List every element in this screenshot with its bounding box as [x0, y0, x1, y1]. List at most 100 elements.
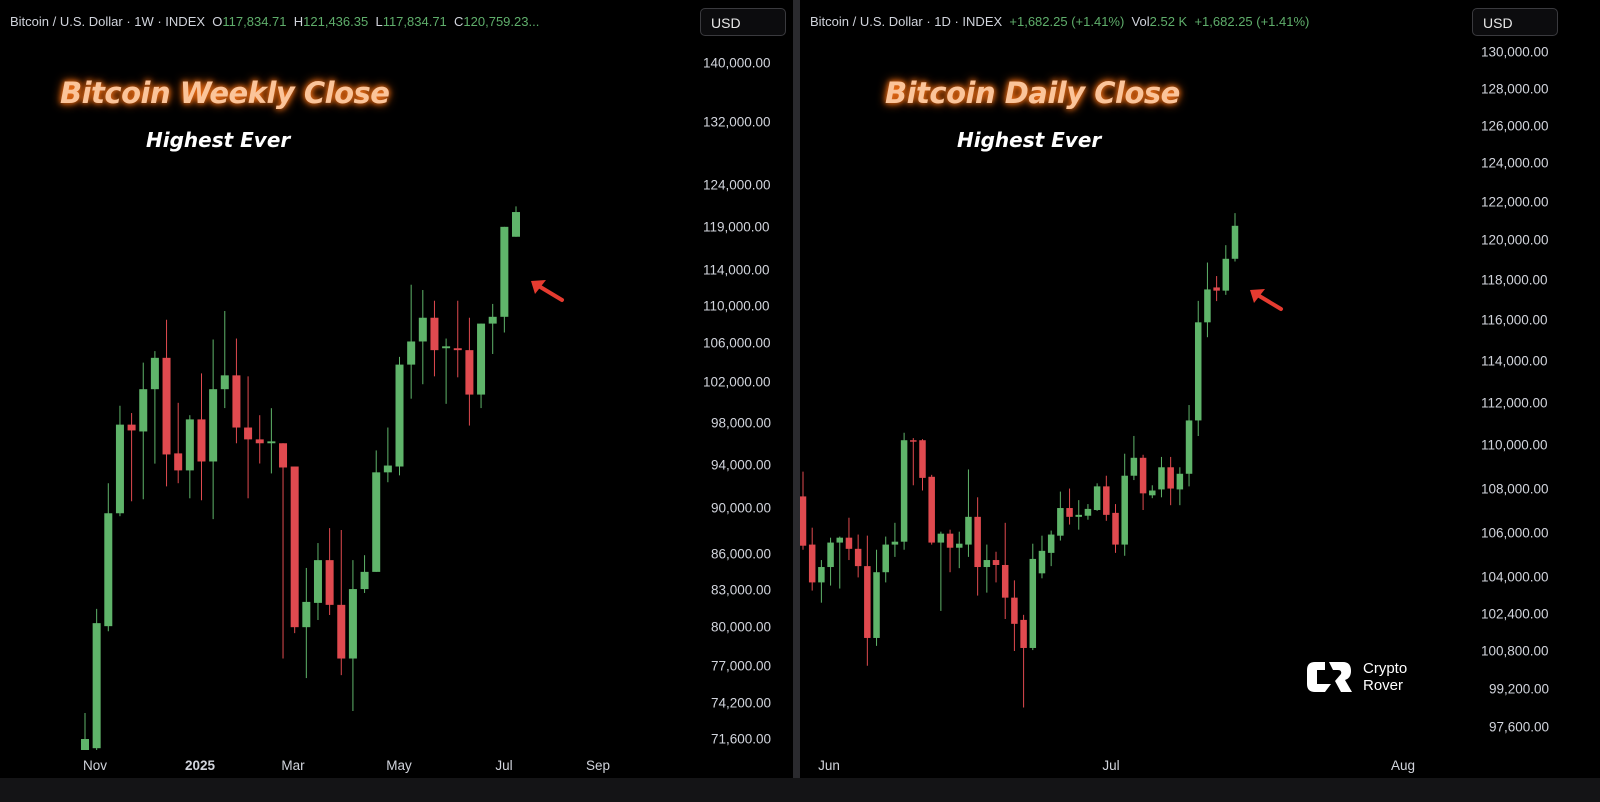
weekly-candle: [348, 560, 357, 711]
weekly-candle: [232, 338, 241, 444]
close-value: 120,759.23...: [463, 14, 540, 29]
candle-body: [453, 348, 462, 351]
candle-body: [430, 317, 439, 351]
daily-candle: [1093, 483, 1101, 511]
candle-body: [465, 350, 474, 395]
y-tick-label: 74,200.00: [711, 695, 772, 711]
y-tick-label: 97,600.00: [1489, 719, 1550, 735]
daily-candle: [1029, 543, 1037, 651]
weekly-candle: [313, 543, 322, 621]
candle-body: [1139, 457, 1147, 494]
close-label: C: [454, 14, 464, 29]
currency-button[interactable]: USD: [700, 8, 786, 36]
y-tick-label: 98,000.00: [711, 415, 772, 431]
daily-candle: [1001, 522, 1009, 619]
daily-candle: [1176, 467, 1184, 506]
weekly-candle: [279, 443, 288, 659]
candle-body: [919, 440, 926, 478]
daily-candle: [1231, 213, 1239, 262]
candle-body: [127, 424, 136, 431]
panel-divider[interactable]: [793, 0, 800, 778]
weekly-candle: [325, 528, 334, 616]
candle-body: [1020, 619, 1027, 648]
cr-logo-icon: [1307, 662, 1352, 692]
y-tick-label: 112,000.00: [1481, 395, 1548, 411]
daily-candle: [1158, 456, 1165, 498]
y-tick-label: 124,000.00: [1481, 155, 1549, 171]
y-tick-label: 108,000.00: [1481, 481, 1549, 497]
candle-body: [1057, 508, 1064, 536]
daily-candle: [891, 522, 899, 557]
x-tick-label: May: [386, 758, 412, 773]
daily-candle: [1204, 262, 1211, 338]
y-tick-label: 83,000.00: [711, 582, 772, 598]
candle-body: [477, 323, 486, 395]
daily-candle: [946, 529, 954, 573]
daily-candle: [919, 439, 926, 491]
currency-button[interactable]: USD: [1472, 8, 1558, 36]
weekly-candle: [512, 206, 520, 237]
weekly-candle: [407, 284, 416, 399]
candle-body: [827, 542, 834, 568]
high-label: H: [293, 14, 304, 29]
weekly-candle: [465, 317, 474, 426]
weekly-symbol-legend: Bitcoin / U.S. Dollar · 1W · INDEX O117,…: [10, 14, 539, 29]
x-tick-label: Jun: [818, 758, 840, 773]
open-value: 117,834.71: [222, 14, 287, 29]
candle-body: [882, 544, 889, 573]
candle-body: [104, 513, 113, 627]
y-tick-label: 94,000.00: [711, 457, 772, 473]
candle-body: [139, 389, 148, 432]
daily-candle: [1075, 500, 1082, 530]
y-tick-label: 90,000.00: [711, 500, 772, 516]
weekly-candle: [383, 427, 392, 483]
candle-body: [185, 419, 194, 471]
candle-body: [337, 604, 346, 659]
weekly-candle: [104, 483, 113, 632]
weekly-candle: [290, 466, 299, 634]
candle-body: [244, 427, 253, 440]
candle-body: [267, 441, 276, 444]
candle-body: [220, 375, 229, 390]
daily-candle: [974, 497, 981, 596]
candle-body: [232, 375, 241, 428]
candle-body: [115, 424, 124, 514]
weekly-candle: [174, 402, 183, 484]
y-tick-label: 140,000.00: [703, 55, 771, 71]
candle-body: [1158, 467, 1165, 490]
candle-body: [348, 589, 357, 659]
daily-candle: [1139, 454, 1147, 511]
weekly-candle: [255, 415, 264, 464]
candle-body: [873, 572, 880, 638]
weekly-candle: [302, 567, 311, 679]
weekly-candle: [150, 351, 159, 464]
daily-candle: [1020, 614, 1027, 708]
candle-body: [395, 364, 404, 467]
symbol-label: Bitcoin / U.S. Dollar · 1D · INDEX: [810, 14, 1003, 29]
candle-body: [928, 476, 935, 543]
daily-candle: [965, 469, 972, 557]
candle-body: [290, 466, 299, 628]
weekly-candle: [139, 362, 148, 500]
y-tick-label: 114,000.00: [1481, 353, 1548, 369]
y-tick-label: 86,000.00: [711, 546, 772, 562]
weekly-candle: [81, 713, 89, 750]
daily-candle: [1130, 435, 1138, 481]
x-tick-label: Jul: [1102, 758, 1120, 773]
candle-body: [512, 212, 520, 237]
candle-body: [836, 537, 844, 543]
open-label: O: [212, 14, 223, 29]
candle-body: [1204, 289, 1211, 323]
x-tick-label: Aug: [1390, 758, 1416, 773]
candle-body: [92, 623, 101, 749]
weekly-candle: [127, 413, 136, 502]
y-tick-label: 128,000.00: [1481, 81, 1549, 96]
candle-body: [854, 548, 862, 567]
daily-candle: [800, 471, 807, 550]
weekly-chart-panel[interactable]: Bitcoin / U.S. Dollar · 1W · INDEX O117,…: [0, 0, 793, 778]
y-tick-label: 104,000.00: [1481, 569, 1549, 585]
candle-body: [891, 541, 899, 545]
daily-candle: [854, 534, 862, 578]
candle-body: [442, 346, 451, 349]
x-tick-label: Jul: [495, 758, 513, 773]
